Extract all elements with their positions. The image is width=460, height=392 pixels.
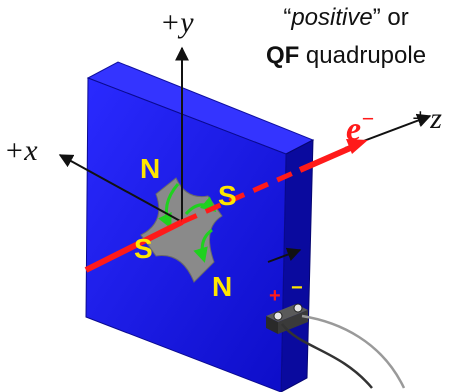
x-axis-arrow (58, 154, 183, 223)
terminal-minus-sign: − (291, 277, 303, 299)
title-qf: QF (265, 42, 300, 69)
x-axis-label: +x (4, 134, 38, 167)
title-or: ” or (372, 4, 409, 31)
terminal-plus-sign: + (269, 285, 281, 307)
beam-through-magnet (180, 167, 302, 225)
pole-label-upper-right: S (218, 180, 237, 211)
terminal-block: + − (266, 277, 308, 334)
electron-symbol: e (346, 111, 361, 148)
terminal-screw-negative (293, 303, 303, 313)
cable-dark (281, 323, 373, 389)
beam-arrowhead (346, 139, 368, 154)
title-line-1: “positive” or (232, 4, 460, 32)
field-line-lower-right (193, 228, 213, 263)
electron-label: e− (346, 106, 374, 148)
terminal-screw-positive (273, 311, 283, 321)
electron-charge: − (361, 106, 374, 131)
title-open-quote: “ (283, 4, 292, 31)
title-quadrupole: quadrupole (299, 42, 427, 69)
beam-exit (298, 143, 357, 173)
field-line-upper-left (158, 183, 180, 229)
beam-front (84, 219, 184, 273)
title-line-2: QF quadrupole (232, 42, 460, 70)
pole-label-lower-right: N (212, 271, 232, 302)
title-positive: positive (291, 4, 373, 31)
pole-label-upper-left: N (140, 153, 160, 184)
z-axis-label: +z (410, 102, 442, 135)
cable-light (301, 314, 406, 389)
field-direction-arrow (267, 247, 302, 263)
pole-label-lower-left: S (134, 233, 153, 264)
terminal-block-front (266, 316, 278, 334)
magnet-block (85, 61, 315, 392)
y-axis-label: +y (160, 6, 194, 39)
